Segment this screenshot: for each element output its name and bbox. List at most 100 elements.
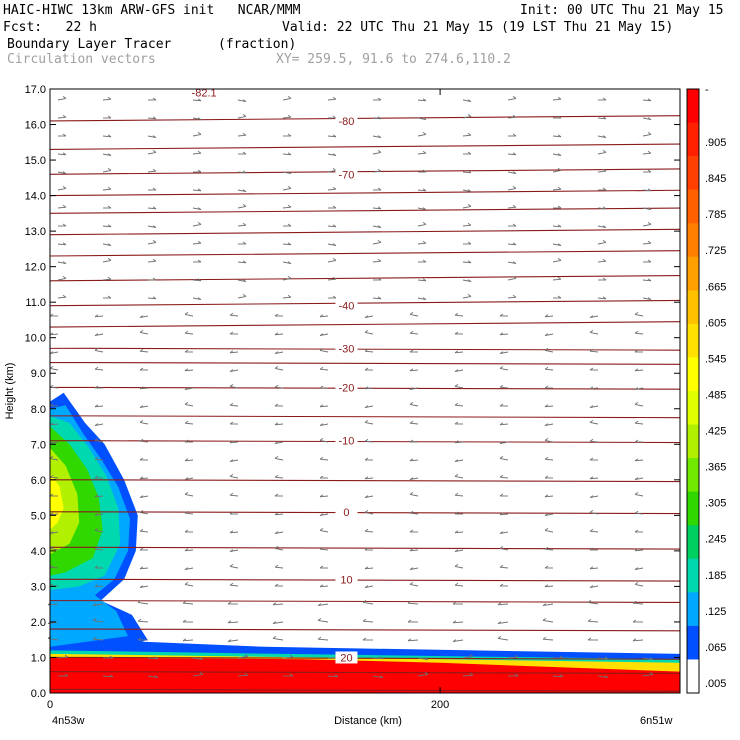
- y-axis-label: Height (km): [4, 363, 16, 420]
- vector-arrowhead: [512, 294, 517, 298]
- vector-arrow: [139, 331, 149, 335]
- vector-arrow: [417, 189, 427, 192]
- vector-arrowhead: [287, 186, 292, 189]
- vector-arrowhead: [602, 240, 607, 243]
- vector-arrow: [634, 512, 644, 515]
- vector-arrowhead: [332, 134, 337, 138]
- colorbar-label: .785: [705, 209, 726, 221]
- vector-arrow: [184, 459, 194, 462]
- vector-arrow: [147, 225, 157, 229]
- vector-arrowhead: [454, 582, 459, 586]
- isotherm-line: [49, 189, 681, 197]
- vector-arrowhead: [467, 241, 472, 245]
- vector-arrowhead: [242, 132, 247, 136]
- vector-arrowhead: [227, 620, 232, 624]
- vector-arrowhead: [152, 116, 157, 120]
- vector-arrow: [319, 529, 329, 533]
- vector-arrow: [407, 602, 419, 605]
- vector-arrowhead: [409, 492, 414, 495]
- vector-arrowhead: [499, 512, 504, 516]
- vector-arrow: [147, 260, 157, 263]
- vector-arrow: [327, 98, 337, 101]
- y-tick-label: 11.0: [25, 297, 46, 309]
- vector-arrow: [507, 171, 517, 175]
- vector-arrow: [589, 331, 599, 335]
- vector-arrow: [634, 493, 644, 497]
- vector-arrowhead: [512, 96, 517, 99]
- vector-arrowhead: [454, 369, 459, 372]
- vector-arrowhead: [319, 528, 324, 531]
- vector-arrowhead: [557, 186, 562, 190]
- vector-arrowhead: [94, 385, 99, 389]
- vector-arrowhead: [602, 168, 607, 172]
- y-tick-label: 12.0: [25, 262, 46, 274]
- vector-arrowhead: [647, 240, 652, 244]
- vector-arrowhead: [512, 186, 517, 189]
- vector-arrow: [94, 548, 104, 551]
- vector-arrow: [229, 549, 239, 553]
- vector-arrow: [634, 583, 644, 587]
- vector-arrowhead: [334, 674, 339, 678]
- vector-arrowhead: [364, 405, 369, 408]
- vector-arrowhead: [274, 422, 279, 426]
- vector-arrow: [589, 567, 599, 570]
- isotherm-line: [49, 628, 681, 632]
- vector-arrow: [452, 639, 464, 643]
- vector-arrowhead: [647, 150, 652, 154]
- vector-arrowhead: [587, 637, 592, 641]
- vector-arrow: [139, 350, 149, 353]
- vector-arrowhead: [557, 243, 562, 246]
- vector-arrow: [92, 603, 104, 607]
- vector-arrow: [542, 603, 554, 607]
- vector-arrow: [552, 675, 564, 678]
- y-axis: 0.0 1.0 2.0 3.0 4.0 5.0 6.0 7.0 8.0 9.0 10.0 11.0 12…: [25, 84, 680, 700]
- vector-arrow: [94, 495, 104, 498]
- vector-arrow: [364, 567, 374, 570]
- vector-arrow: [319, 423, 329, 427]
- vector-arrow: [364, 405, 374, 409]
- vector-arrow: [327, 169, 337, 173]
- vector-arrowhead: [634, 402, 639, 405]
- colorbar-label: .725: [705, 245, 726, 257]
- vector-arrow: [454, 549, 464, 553]
- vector-arrowhead: [589, 405, 594, 408]
- vector-arrowhead: [634, 529, 639, 533]
- vector-arrowhead: [107, 186, 112, 190]
- vector-arrowhead: [647, 117, 652, 120]
- vector-arrowhead: [467, 114, 472, 117]
- vector-arrow: [192, 279, 202, 282]
- vector-arrowhead: [409, 582, 414, 585]
- vector-arrowhead: [137, 637, 142, 641]
- vector-arrowhead: [332, 258, 337, 261]
- y-tick-label: 5.0: [31, 510, 46, 522]
- vector-arrow: [409, 369, 419, 372]
- vector-arrowhead: [139, 405, 144, 408]
- vector-arrow: [642, 117, 652, 121]
- vector-arrowhead: [422, 188, 427, 192]
- vector-arrow: [192, 207, 202, 211]
- vector-arrow: [507, 187, 517, 191]
- vector-arrowhead: [362, 637, 367, 641]
- vector-arrow: [237, 134, 247, 137]
- vector-arrowhead: [197, 240, 202, 244]
- vector-arrow: [192, 223, 202, 227]
- vector-arrowhead: [544, 333, 549, 336]
- colorbar-label: -: [705, 84, 709, 96]
- vector-arrowhead: [499, 366, 504, 369]
- vector-arrowhead: [229, 511, 234, 515]
- vector-arrowhead: [377, 258, 382, 262]
- vector-arrowhead: [287, 294, 292, 298]
- vector-arrowhead: [454, 350, 459, 354]
- vector-arrow: [274, 457, 284, 461]
- vector-arrow: [272, 637, 284, 641]
- vector-arrow: [544, 368, 554, 371]
- vector-arrow: [372, 135, 382, 139]
- vector-arrow: [319, 405, 329, 408]
- colorbar: - .905 .845 .785 .725 .665 .605 .545 .485 .425 .36…: [686, 84, 726, 694]
- vector-arrowhead: [589, 528, 594, 532]
- vector-arrowhead: [422, 150, 427, 154]
- vector-arrow: [282, 656, 294, 659]
- vector-arrow: [372, 225, 382, 229]
- vector-arrowhead: [634, 492, 639, 495]
- vector-arrow: [282, 187, 292, 191]
